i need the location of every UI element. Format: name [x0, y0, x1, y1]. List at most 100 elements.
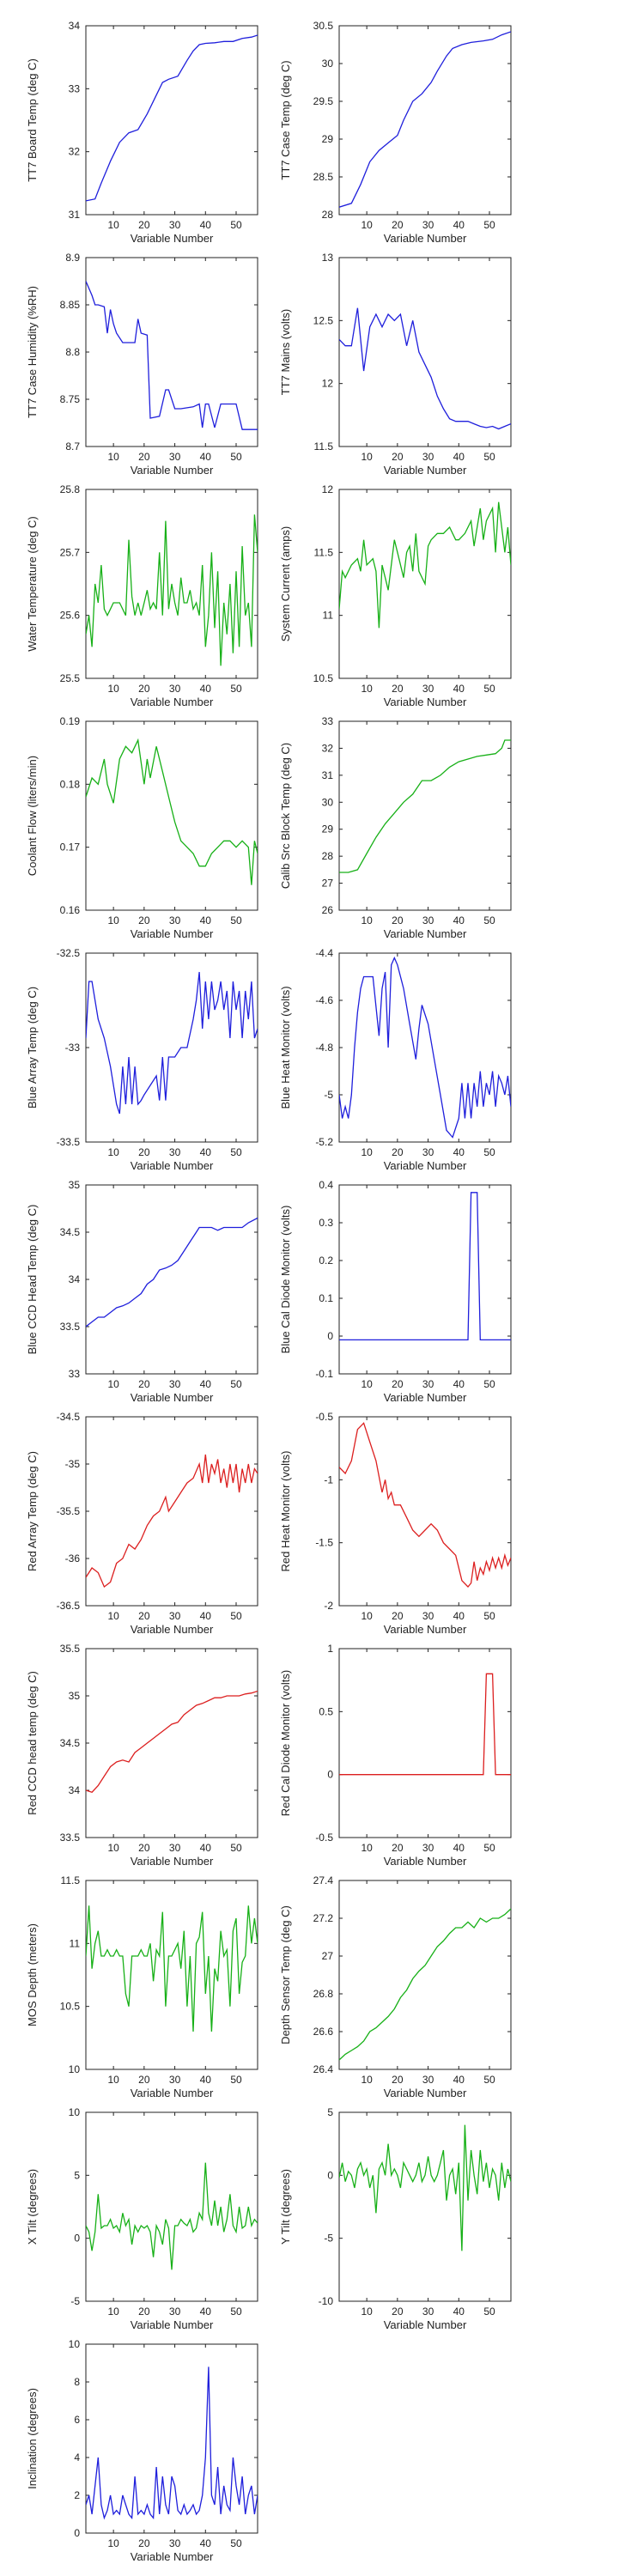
y-tick-label: 8.7 — [65, 440, 80, 453]
x-tick-label: 50 — [483, 451, 495, 463]
x-tick-label: 20 — [392, 2306, 404, 2318]
y-tick-label: -2 — [324, 1600, 333, 1612]
plot-frame — [338, 720, 512, 911]
y-tick-label: -33 — [65, 1042, 81, 1054]
x-tick-label: 40 — [453, 1146, 465, 1158]
x-tick-label: 40 — [200, 2537, 212, 2549]
x-tick-label: 30 — [169, 451, 181, 463]
x-tick-label: 40 — [453, 914, 465, 927]
x-tick-label: 30 — [422, 1378, 434, 1390]
y-tick-label: -5 — [324, 1089, 333, 1101]
chart-panel-10: -5.2 -5 -4.8 -4.6 -4.4 10 20 30 40 50 Variable Num… — [279, 947, 512, 1172]
series-line — [86, 514, 258, 666]
y-axis-label: Coolant Flow (liters/min) — [26, 756, 39, 876]
y-tick-label: 8.85 — [60, 299, 81, 311]
y-tick-label: 34.5 — [60, 1226, 81, 1238]
y-tick-label: 30 — [322, 58, 334, 70]
x-axis-label: Variable Number — [384, 696, 467, 708]
y-tick-label: 0.17 — [60, 841, 81, 854]
x-tick-label: 50 — [230, 1378, 242, 1390]
x-tick-label: 40 — [200, 2306, 212, 2318]
plot-frame — [85, 952, 258, 1143]
x-tick-label: 30 — [422, 683, 434, 695]
x-tick-label: 10 — [107, 914, 119, 927]
chart-panel-2: 28 28.5 29 29.5 30 30.5 10 20 30 40 50 Variable Num… — [279, 20, 512, 245]
y-tick-label: -0.5 — [315, 1832, 333, 1844]
y-tick-label: 33 — [322, 715, 334, 727]
y-tick-label: 0 — [327, 1769, 333, 1781]
x-tick-label: 20 — [392, 1610, 404, 1622]
x-tick-label: 30 — [169, 2537, 181, 2549]
y-tick-label: 5 — [74, 2169, 80, 2181]
y-tick-label: 0 — [327, 1330, 333, 1342]
y-tick-label: 8.75 — [60, 393, 81, 405]
plot-frame — [338, 1184, 512, 1375]
x-tick-label: 10 — [361, 451, 373, 463]
y-tick-label: 0 — [74, 2233, 80, 2245]
x-tick-label: 10 — [361, 1146, 373, 1158]
x-tick-label: 30 — [422, 219, 434, 231]
x-tick-label: 20 — [138, 1842, 150, 1854]
x-axis-label: Variable Number — [131, 2087, 214, 2099]
plot-frame — [85, 2343, 258, 2534]
plot-frame — [85, 25, 258, 216]
y-axis-label: Inclination (degrees) — [26, 2388, 39, 2489]
x-tick-label: 50 — [230, 1610, 242, 1622]
y-tick-label: -4.4 — [315, 947, 333, 959]
y-tick-label: 0.5 — [319, 1705, 333, 1717]
y-tick-label: 31 — [69, 209, 81, 221]
y-axis-label: Red CCD head temp (deg C) — [26, 1671, 39, 1815]
y-tick-label: 11.5 — [61, 1874, 81, 1886]
y-tick-label: -1 — [324, 1473, 333, 1485]
x-tick-label: 40 — [200, 683, 212, 695]
x-tick-label: 30 — [169, 683, 181, 695]
x-tick-label: 20 — [392, 914, 404, 927]
series-line — [339, 1422, 511, 1588]
x-tick-label: 50 — [230, 1842, 242, 1854]
x-tick-label: 30 — [422, 2074, 434, 2086]
y-tick-label: -36.5 — [57, 1600, 81, 1612]
x-axis-label: Variable Number — [131, 1391, 214, 1404]
plot-frame — [338, 257, 512, 447]
y-axis-label: Red Heat Monitor (volts) — [279, 1451, 292, 1572]
x-tick-label: 10 — [361, 683, 373, 695]
x-tick-label: 50 — [230, 219, 242, 231]
plot-frame — [85, 257, 258, 447]
x-tick-label: 10 — [361, 2074, 373, 2086]
x-tick-label: 20 — [138, 914, 150, 927]
y-axis-label: Red Array Temp (deg C) — [26, 1451, 39, 1571]
x-axis-label: Variable Number — [384, 2087, 467, 2099]
y-tick-label: 26 — [322, 904, 334, 916]
x-tick-label: 40 — [453, 2074, 465, 2086]
y-tick-label: 10 — [69, 2338, 81, 2350]
y-tick-label: -0.1 — [315, 1368, 333, 1380]
y-axis-label: Blue CCD Head Temp (deg C) — [26, 1205, 39, 1355]
series-line — [86, 1690, 258, 1793]
y-tick-label: 27.4 — [313, 1874, 334, 1886]
x-tick-label: 30 — [169, 1146, 181, 1158]
plot-frame — [85, 720, 258, 911]
y-tick-label: 35.5 — [60, 1643, 81, 1655]
y-tick-label: 33 — [69, 1368, 81, 1380]
x-tick-label: 30 — [422, 1842, 434, 1854]
chart-panel-9: -33.5 -33 -32.5 10 20 30 40 50 Variable Number Bl… — [26, 947, 258, 1172]
x-tick-label: 30 — [169, 914, 181, 927]
x-tick-label: 20 — [138, 2537, 150, 2549]
x-tick-label: 30 — [422, 1146, 434, 1158]
x-tick-label: 20 — [392, 219, 404, 231]
y-tick-label: 29.5 — [313, 95, 334, 107]
x-tick-label: 20 — [138, 1378, 150, 1390]
x-tick-label: 10 — [107, 2537, 119, 2549]
y-tick-label: 25.6 — [60, 610, 81, 622]
y-tick-label: 25.5 — [60, 672, 81, 684]
y-tick-label: 33 — [69, 82, 81, 94]
y-tick-label: 8.8 — [65, 346, 80, 358]
chart-panel-18: 26.4 26.6 26.8 27 27.2 27.4 10 20 30 40 50 Variable… — [279, 1874, 512, 2099]
y-tick-label: 10.5 — [313, 672, 334, 684]
y-tick-label: 0.19 — [60, 715, 81, 727]
x-axis-label: Variable Number — [131, 1159, 214, 1172]
x-tick-label: 40 — [200, 2074, 212, 2086]
x-tick-label: 10 — [107, 1610, 119, 1622]
y-tick-label: 28.5 — [313, 171, 334, 183]
y-tick-label: 32 — [322, 742, 334, 754]
